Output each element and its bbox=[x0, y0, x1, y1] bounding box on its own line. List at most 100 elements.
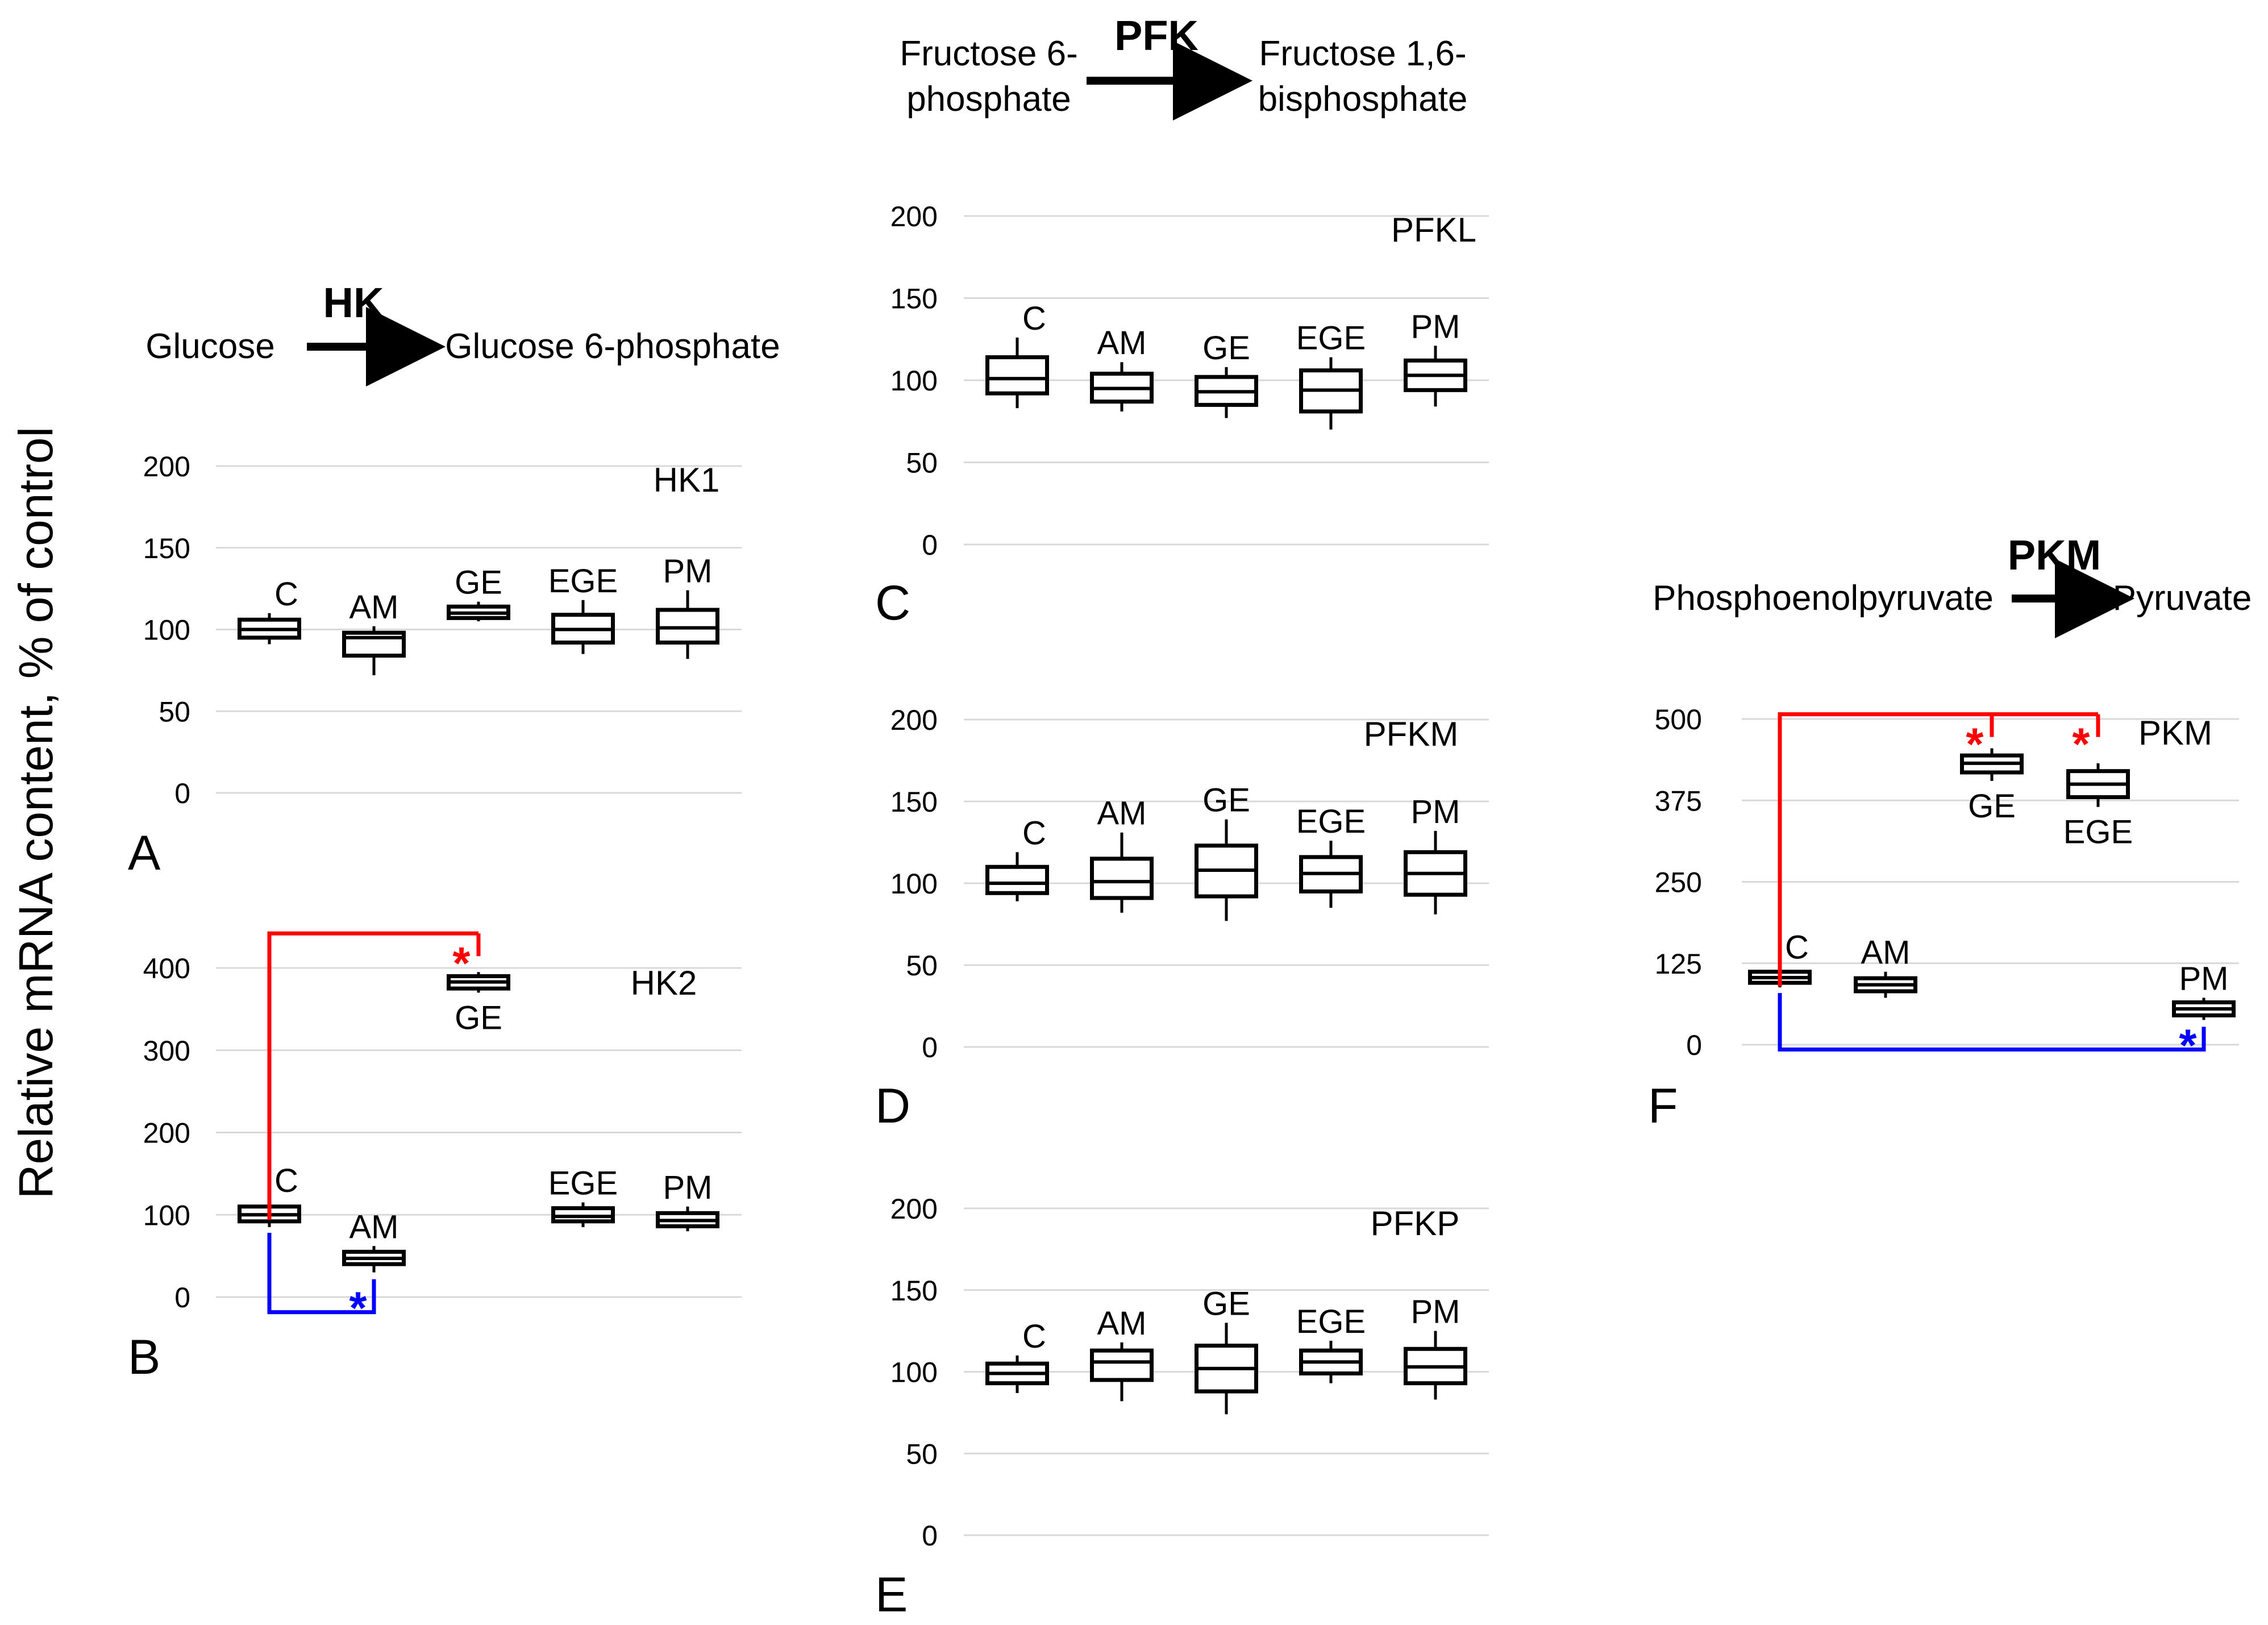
y-tick-label: 50 bbox=[906, 950, 938, 982]
category-label: GE bbox=[1202, 782, 1250, 819]
y-tick-label: 500 bbox=[1655, 704, 1702, 735]
category-label: EGE bbox=[548, 1165, 618, 1202]
panel-label: C bbox=[875, 576, 910, 630]
y-tick-label: 150 bbox=[890, 1275, 938, 1307]
y-tick-label: 100 bbox=[143, 614, 190, 646]
reaction-pfk: PFK Fructose 6- phosphate Fructose 1,6- … bbox=[900, 12, 1467, 120]
category-label: AM bbox=[349, 589, 399, 626]
box-pm: PM bbox=[2172, 960, 2236, 1020]
category-label: EGE bbox=[548, 563, 618, 600]
significance-bracket-down bbox=[1778, 993, 2206, 1052]
category-label: C bbox=[1022, 300, 1046, 337]
y-tick-label: 400 bbox=[143, 953, 190, 984]
category-label: PM bbox=[2179, 960, 2229, 997]
significance-star: * bbox=[452, 938, 471, 988]
chart-title: HK1 bbox=[654, 461, 720, 499]
category-label: C bbox=[274, 576, 298, 613]
box-am: AM bbox=[342, 589, 406, 675]
panel-hk2: 0 100 200 300 400 HK2 B C AM GE EGE PM * * bbox=[128, 931, 742, 1385]
y-tick-label: 0 bbox=[174, 1282, 190, 1314]
category-label: EGE bbox=[1296, 1303, 1366, 1340]
panel-label: B bbox=[128, 1330, 160, 1385]
category-label: PM bbox=[663, 553, 713, 590]
box-ege: EGE bbox=[1296, 320, 1366, 430]
category-label: GE bbox=[1968, 788, 2016, 825]
reaction-pkm-substrate: Phosphoenolpyruvate bbox=[1653, 579, 1994, 618]
category-label: GE bbox=[455, 564, 502, 601]
panel-label: D bbox=[875, 1079, 910, 1133]
y-tick-label: 50 bbox=[906, 1438, 938, 1470]
box-c: C bbox=[238, 576, 301, 645]
box-ge: GE bbox=[447, 972, 510, 1036]
box-pm: PM bbox=[1404, 1294, 1467, 1400]
box-ge: GE bbox=[447, 564, 510, 622]
box-pm: PM bbox=[1404, 308, 1467, 407]
category-label: PM bbox=[1411, 1294, 1460, 1331]
reaction-pfk-product-line1: Fructose 1,6- bbox=[1259, 34, 1466, 73]
significance-bracket-up bbox=[1778, 712, 2098, 987]
y-tick-label: 250 bbox=[1655, 867, 1702, 899]
significance-bracket-up bbox=[267, 931, 478, 1220]
panel-pfkp: 0 50 100 150 200 PFKP E C AM GE EGE PM bbox=[875, 1193, 1489, 1622]
reaction-pkm-enzyme: PKM bbox=[2008, 531, 2101, 579]
chart-title: PFKL bbox=[1391, 211, 1476, 249]
category-label: AM bbox=[349, 1208, 399, 1245]
box-c: C bbox=[985, 814, 1049, 901]
box-am: AM bbox=[1090, 1305, 1154, 1402]
y-tick-label: 100 bbox=[890, 1357, 938, 1389]
box-iqr bbox=[1090, 1348, 1154, 1382]
y-tick-label: 300 bbox=[143, 1035, 190, 1067]
box-ge: GE bbox=[1195, 1285, 1258, 1415]
category-label: PM bbox=[663, 1169, 713, 1206]
box-ege: EGE bbox=[548, 563, 618, 654]
box-ege: EGE bbox=[2063, 763, 2133, 851]
reaction-pkm: PKM Phosphoenolpyruvate Pyruvate bbox=[1653, 531, 2252, 638]
reaction-hk-substrate: Glucose bbox=[145, 327, 274, 366]
significance-star: * bbox=[349, 1283, 367, 1333]
reaction-pfk-enzyme: PFK bbox=[1114, 12, 1198, 59]
reaction-hk-enzyme: HK bbox=[323, 279, 384, 326]
box-ege: EGE bbox=[1296, 1303, 1366, 1383]
y-tick-label: 150 bbox=[890, 786, 938, 818]
significance-bracket-down bbox=[267, 1232, 376, 1315]
category-label: C bbox=[1022, 1318, 1046, 1355]
y-tick-label: 0 bbox=[174, 778, 190, 809]
category-label: EGE bbox=[1296, 803, 1366, 840]
box-pm: PM bbox=[656, 553, 719, 659]
y-tick-label: 150 bbox=[890, 283, 938, 315]
category-label: AM bbox=[1861, 934, 1911, 971]
panel-hk1: 0 50 100 150 200 HK1 A C AM GE EGE PM bbox=[128, 451, 742, 880]
category-label: C bbox=[1785, 929, 1809, 966]
y-tick-label: 375 bbox=[1655, 785, 1702, 817]
chart-title: PKM bbox=[2138, 714, 2212, 752]
category-label: EGE bbox=[2063, 814, 2133, 851]
category-label: EGE bbox=[1296, 320, 1366, 357]
chart-title: PFKM bbox=[1364, 715, 1459, 753]
panel-pfkl: 0 50 100 150 200 PFKL C C AM GE EGE PM bbox=[875, 201, 1489, 630]
y-tick-label: 0 bbox=[1686, 1029, 1702, 1061]
panel-label: F bbox=[1648, 1079, 1678, 1133]
box-c: C bbox=[985, 1318, 1049, 1393]
box-ege: EGE bbox=[548, 1165, 618, 1227]
y-tick-label: 200 bbox=[890, 704, 938, 736]
box-pm: PM bbox=[1404, 793, 1467, 915]
chart-title: HK2 bbox=[631, 964, 697, 1002]
category-label: C bbox=[274, 1162, 298, 1199]
category-label: GE bbox=[1202, 330, 1250, 367]
panel-pfkm: 0 50 100 150 200 PFKM D C AM GE EGE PM bbox=[875, 704, 1489, 1133]
y-tick-label: 50 bbox=[906, 447, 938, 479]
reaction-pkm-product: Pyruvate bbox=[2113, 579, 2252, 618]
category-label: AM bbox=[1097, 325, 1147, 361]
y-tick-label: 0 bbox=[922, 1032, 938, 1063]
box-c: C bbox=[985, 300, 1049, 409]
box-pm: PM bbox=[656, 1169, 719, 1232]
y-tick-label: 150 bbox=[143, 533, 190, 564]
y-tick-label: 0 bbox=[922, 1520, 938, 1552]
y-tick-label: 100 bbox=[890, 868, 938, 900]
reaction-pfk-substrate-line1: Fructose 6- bbox=[900, 34, 1078, 73]
y-tick-label: 100 bbox=[143, 1199, 190, 1231]
box-ge: GE bbox=[1195, 782, 1258, 921]
y-tick-label: 0 bbox=[922, 529, 938, 561]
box-ege: EGE bbox=[1296, 803, 1366, 908]
